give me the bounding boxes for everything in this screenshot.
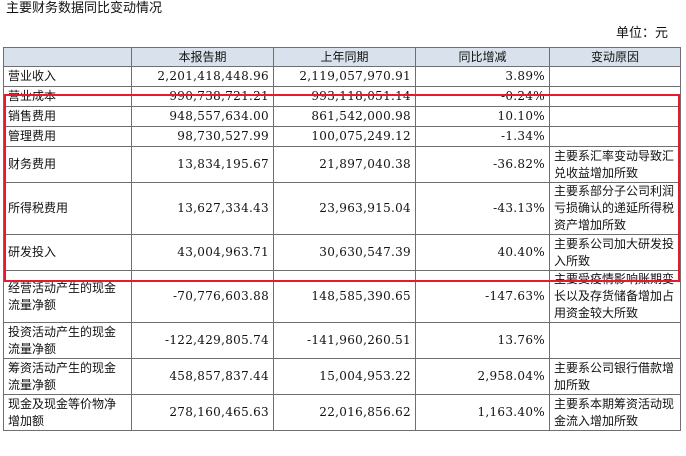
row-item: 现金及现金等价物净增加额 [3, 394, 132, 431]
row-prior: 861,542,000.98 [273, 106, 416, 127]
row-prior: 22,016,856.62 [273, 394, 416, 431]
header-change-reason: 变动原因 [549, 47, 681, 67]
table-row: 经营活动产生的现金流量净额 -70,776,603.88 148,585,390… [3, 270, 681, 323]
table-header-row: 本报告期 上年同期 同比增减 变动原因 [3, 47, 681, 67]
header-item [3, 47, 132, 67]
row-current: 278,160,465.63 [131, 394, 274, 431]
row-prior: 21,897,040.38 [273, 146, 416, 183]
table-row: 营业成本 990,738,721.21 993,118,051.14 -0.24… [3, 86, 681, 107]
row-current: 990,738,721.21 [131, 86, 274, 107]
row-prior: -141,960,260.51 [273, 322, 416, 359]
header-yoy-change: 同比增减 [415, 47, 550, 67]
table-row: 投资活动产生的现金流量净额 -122,429,805.74 -141,960,2… [3, 322, 681, 359]
row-item: 经营活动产生的现金流量净额 [3, 270, 132, 323]
row-reason [549, 66, 681, 87]
row-item: 营业成本 [3, 86, 132, 107]
table-row: 销售费用 948,557,634.00 861,542,000.98 10.10… [3, 106, 681, 127]
row-change: -147.63% [415, 270, 550, 323]
row-reason: 主要受疫情影响账期变长以及存货储备增加占用资金较大所致 [549, 270, 681, 323]
row-change: 10.10% [415, 106, 550, 127]
table-row: 研发投入 43,004,963.71 30,630,547.39 40.40% … [3, 234, 681, 271]
row-change: 2,958.04% [415, 358, 550, 395]
header-prior-period: 上年同期 [273, 47, 416, 67]
row-reason: 主要系部分子公司利润亏损确认的递延所得税资产增加所致 [549, 182, 681, 235]
row-item: 管理费用 [3, 126, 132, 147]
row-current: 948,557,634.00 [131, 106, 274, 127]
row-current: 458,857,837.44 [131, 358, 274, 395]
row-change: 3.89% [415, 66, 550, 87]
row-prior: 30,630,547.39 [273, 234, 416, 271]
row-reason: 主要系本期筹资活动现金流入增加所致 [549, 394, 681, 431]
row-item: 财务费用 [3, 146, 132, 183]
table-row: 筹资活动产生的现金流量净额 458,857,837.44 15,004,953.… [3, 358, 681, 395]
row-current: 43,004,963.71 [131, 234, 274, 271]
row-prior: 23,963,915.04 [273, 182, 416, 235]
table-row: 财务费用 13,834,195.67 21,897,040.38 -36.82%… [3, 146, 681, 183]
row-current: 13,834,195.67 [131, 146, 274, 183]
row-current: 13,627,334.43 [131, 182, 274, 235]
row-reason: 主要系公司加大研发投入所致 [549, 234, 681, 271]
row-item: 销售费用 [3, 106, 132, 127]
row-prior: 148,585,390.65 [273, 270, 416, 323]
row-change: -36.82% [415, 146, 550, 183]
row-current: -122,429,805.74 [131, 322, 274, 359]
section-title: 主要财务数据同比变动情况 [6, 1, 163, 16]
row-item: 所得税费用 [3, 182, 132, 235]
row-item: 营业收入 [3, 66, 132, 87]
row-prior: 100,075,249.12 [273, 126, 416, 147]
row-prior: 2,119,057,970.91 [273, 66, 416, 87]
table-row: 所得税费用 13,627,334.43 23,963,915.04 -43.13… [3, 182, 681, 235]
row-current: 2,201,418,448.96 [131, 66, 274, 87]
row-change: -0.24% [415, 86, 550, 107]
row-reason [549, 86, 681, 107]
financial-data-table: 本报告期 上年同期 同比增减 变动原因 营业收入 2,201,418,448.9… [3, 47, 681, 431]
row-reason: 主要系汇率变动导致汇兑收益增加所致 [549, 146, 681, 183]
row-reason: 主要系公司银行借款增加所致 [549, 358, 681, 395]
table-row: 营业收入 2,201,418,448.96 2,119,057,970.91 3… [3, 66, 681, 87]
row-current: 98,730,527.99 [131, 126, 274, 147]
row-reason [549, 322, 681, 359]
row-item: 筹资活动产生的现金流量净额 [3, 358, 132, 395]
row-change: -1.34% [415, 126, 550, 147]
row-prior: 993,118,051.14 [273, 86, 416, 107]
row-item: 投资活动产生的现金流量净额 [3, 322, 132, 359]
row-reason [549, 106, 681, 127]
table-row: 现金及现金等价物净增加额 278,160,465.63 22,016,856.6… [3, 394, 681, 431]
row-prior: 15,004,953.22 [273, 358, 416, 395]
table-row: 管理费用 98,730,527.99 100,075,249.12 -1.34% [3, 126, 681, 147]
row-reason [549, 126, 681, 147]
row-change: -43.13% [415, 182, 550, 235]
header-current-period: 本报告期 [131, 47, 274, 67]
row-change: 40.40% [415, 234, 550, 271]
row-current: -70,776,603.88 [131, 270, 274, 323]
row-change: 1,163.40% [415, 394, 550, 431]
unit-label: 单位：元 [615, 26, 668, 41]
row-change: 13.76% [415, 322, 550, 359]
row-item: 研发投入 [3, 234, 132, 271]
